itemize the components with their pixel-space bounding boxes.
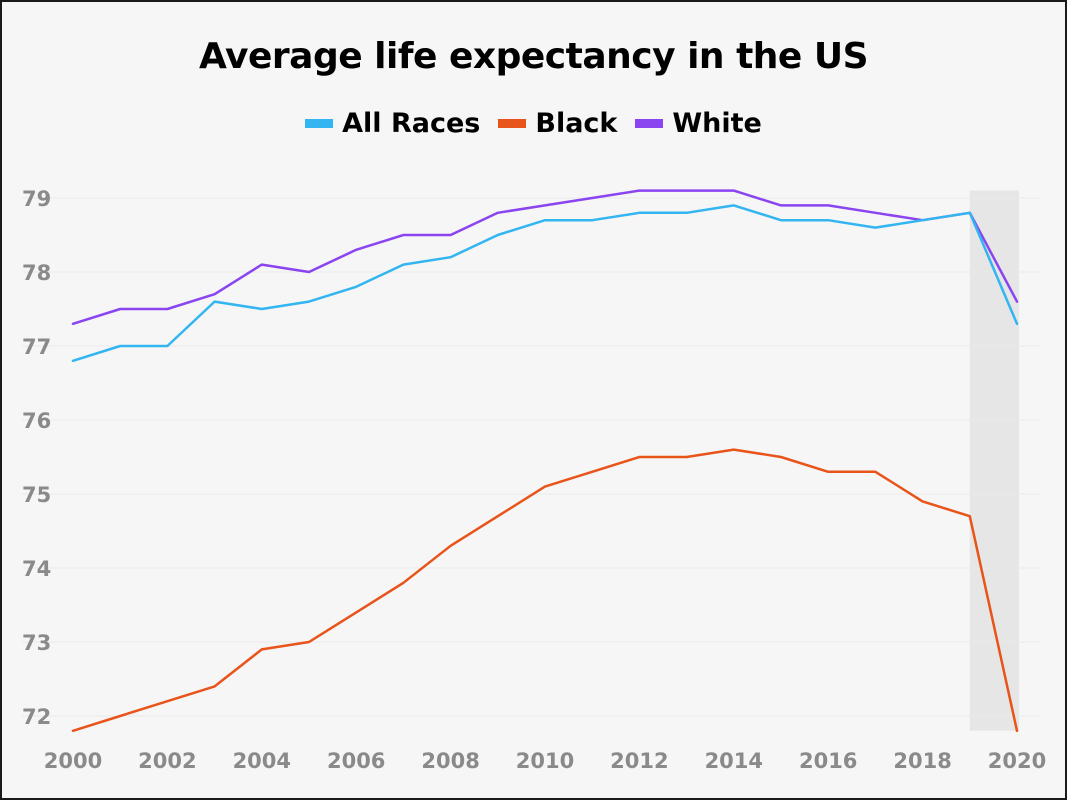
x-tick-label: 2002 bbox=[138, 749, 196, 773]
x-tick-label: 2020 bbox=[988, 749, 1046, 773]
x-tick-label: 2004 bbox=[233, 749, 291, 773]
legend-item-white: White bbox=[635, 108, 762, 139]
x-tick-label: 2000 bbox=[44, 749, 102, 773]
x-tick-label: 2008 bbox=[421, 749, 479, 773]
legend-label-white: White bbox=[672, 108, 762, 139]
series-line-black bbox=[71, 448, 1019, 733]
x-tick-label: 2016 bbox=[799, 749, 857, 773]
series-line-white bbox=[71, 189, 1019, 326]
y-tick-label: 74 bbox=[22, 557, 51, 581]
legend-label-black: Black bbox=[535, 108, 618, 139]
y-tick-label: 73 bbox=[22, 631, 51, 655]
x-tick-label: 2014 bbox=[705, 749, 763, 773]
x-tick-label: 2010 bbox=[516, 749, 574, 773]
y-tick-label: 75 bbox=[22, 483, 51, 507]
legend-swatch-white bbox=[635, 119, 664, 128]
legend: All Races Black White bbox=[2, 108, 1065, 139]
legend-label-all-races: All Races bbox=[342, 108, 481, 139]
y-tick-label: 77 bbox=[22, 335, 51, 359]
x-tick-label: 2018 bbox=[893, 749, 951, 773]
y-tick-label: 78 bbox=[22, 261, 51, 285]
y-tick-label: 79 bbox=[22, 187, 51, 211]
legend-item-all-races: All Races bbox=[305, 108, 480, 139]
legend-swatch-black bbox=[498, 119, 527, 128]
highlight-band bbox=[969, 190, 1019, 731]
legend-item-black: Black bbox=[498, 108, 617, 139]
series-line-all-races bbox=[71, 204, 1019, 363]
legend-swatch-all-races bbox=[305, 119, 334, 128]
x-tick-label: 2012 bbox=[610, 749, 668, 773]
x-tick-label: 2006 bbox=[327, 749, 385, 773]
y-tick-label: 72 bbox=[22, 705, 51, 729]
chart-title: Average life expectancy in the US bbox=[198, 36, 869, 77]
y-tick-label: 76 bbox=[22, 409, 51, 433]
